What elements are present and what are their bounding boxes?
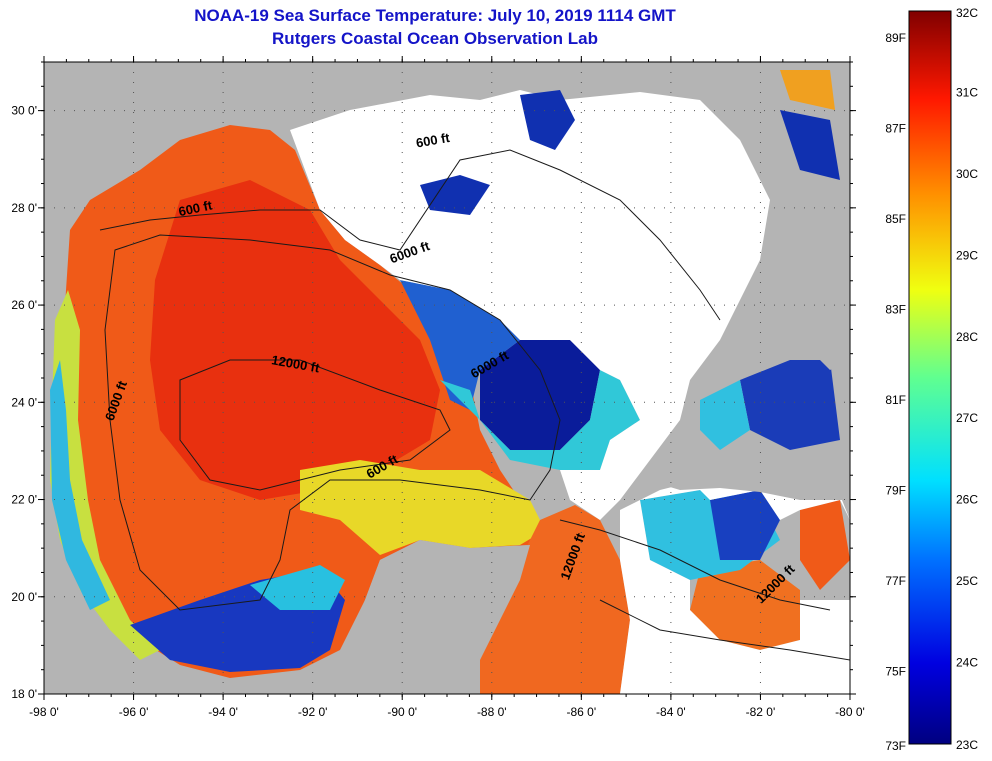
north-central-cold-patch (420, 175, 490, 215)
colorbar-celsius-label: 29C (956, 248, 978, 262)
lat-tick-label: 28 0' (11, 201, 37, 215)
colorbar-celsius-label: 30C (956, 167, 978, 181)
colorbar-celsius-label: 25C (956, 574, 978, 588)
colorbar-fahrenheit-label: 77F (885, 574, 906, 588)
lon-tick-label: -96 0' (119, 705, 149, 719)
lon-tick-label: -84 0' (656, 705, 686, 719)
lat-tick-label: 22 0' (11, 493, 37, 507)
northeast-blue-patch (780, 110, 840, 180)
caribbean-warm-patch (690, 560, 800, 650)
contour-600ft-north (99, 149, 721, 321)
contour-12000ft (179, 359, 451, 491)
clouds-northeast-gulf (290, 90, 770, 520)
eastern-gulf-blue-band (400, 280, 520, 410)
contour-label: 600 ft (415, 130, 452, 151)
lon-tick-label: -90 0' (387, 705, 417, 719)
contour-caribbean (559, 519, 831, 611)
lon-tick-label: -86 0' (567, 705, 597, 719)
colorbar-fahrenheit-label: 75F (885, 665, 906, 679)
lon-tick-label: -88 0' (477, 705, 507, 719)
lat-tick-label: 30 0' (11, 104, 37, 118)
campeche-cyan (250, 565, 345, 610)
eastern-gulf-cold-eddy (480, 340, 600, 450)
clouds-caribbean (620, 470, 850, 694)
northeast-warm-patch (780, 70, 835, 110)
contour-label: 600 ft (177, 197, 214, 219)
lon-tick-label: -94 0' (208, 705, 238, 719)
colorbar-fahrenheit-label: 81F (885, 393, 906, 407)
lat-tick-label: 26 0' (11, 298, 37, 312)
lat-tick-label: 18 0' (11, 687, 37, 701)
western-cyan-band (50, 360, 110, 610)
florida-peninsula (770, 200, 850, 370)
florida-keys-cyan-patch (700, 380, 750, 450)
caribbean-east-warm (800, 500, 850, 590)
caribbean-blue-patch (710, 490, 780, 560)
yucatan-peninsula (340, 540, 530, 694)
colorbar-fahrenheit-label: 73F (885, 739, 906, 753)
colorbar-celsius-labels: 32C 31C 30C 29C 28C 27C 26C 25C 24C 23C (956, 6, 978, 752)
contour-caribbean-2 (599, 599, 850, 661)
lat-tick-label: 24 0' (11, 395, 37, 409)
colorbar-fahrenheit-label: 83F (885, 303, 906, 317)
colorbar-gradient (908, 10, 952, 745)
central-gulf-hot-water (150, 180, 440, 500)
yucatan-channel-warm-water (470, 505, 630, 694)
colorbar-fahrenheit-label: 85F (885, 212, 906, 226)
colorbar-celsius-label: 32C (956, 6, 978, 20)
florida-shelf-blue-patch (740, 360, 840, 450)
lon-tick-label: -82 0' (746, 705, 776, 719)
lon-tick-label: -98 0' (29, 705, 59, 719)
south-yellow-band (300, 460, 545, 555)
colorbar-celsius-label: 23C (956, 738, 978, 752)
cuba-island (640, 468, 850, 500)
lon-tick-label: -80 0' (835, 705, 865, 719)
contour-6000ft (104, 234, 561, 611)
colorbar-celsius-label: 28C (956, 330, 978, 344)
colorbar-fahrenheit-labels: 89F 87F 85F 83F 81F 79F 77F 75F 73F (885, 31, 906, 753)
bathymetry-contours (99, 149, 850, 661)
map-subtitle: Rutgers Coastal Ocean Observation Lab (272, 29, 598, 48)
colorbar-fahrenheit-label: 87F (885, 122, 906, 136)
colorbar-celsius-label: 31C (956, 85, 978, 99)
northern-cold-patch (520, 90, 575, 150)
lon-tick-label: -92 0' (298, 705, 328, 719)
latitude-axis: 30 0' 28 0' 26 0' 24 0' 22 0' 20 0' 18 0' (11, 61, 856, 701)
temperature-field (50, 70, 850, 694)
lat-tick-label: 20 0' (11, 590, 37, 604)
colorbar-fahrenheit-label: 89F (885, 31, 906, 45)
colorbar-celsius-label: 27C (956, 411, 978, 425)
map-title: NOAA-19 Sea Surface Temperature: July 10… (194, 6, 676, 25)
colorbar-celsius-label: 24C (956, 656, 978, 670)
longitude-axis: -98 0' -96 0' -94 0' -92 0' -90 0' -88 0' -86 … (29, 56, 865, 719)
eastern-gulf-cyan-band (440, 370, 640, 470)
colorbar-celsius-label: 26C (956, 493, 978, 507)
colorbar-fahrenheit-label: 79F (885, 484, 906, 498)
